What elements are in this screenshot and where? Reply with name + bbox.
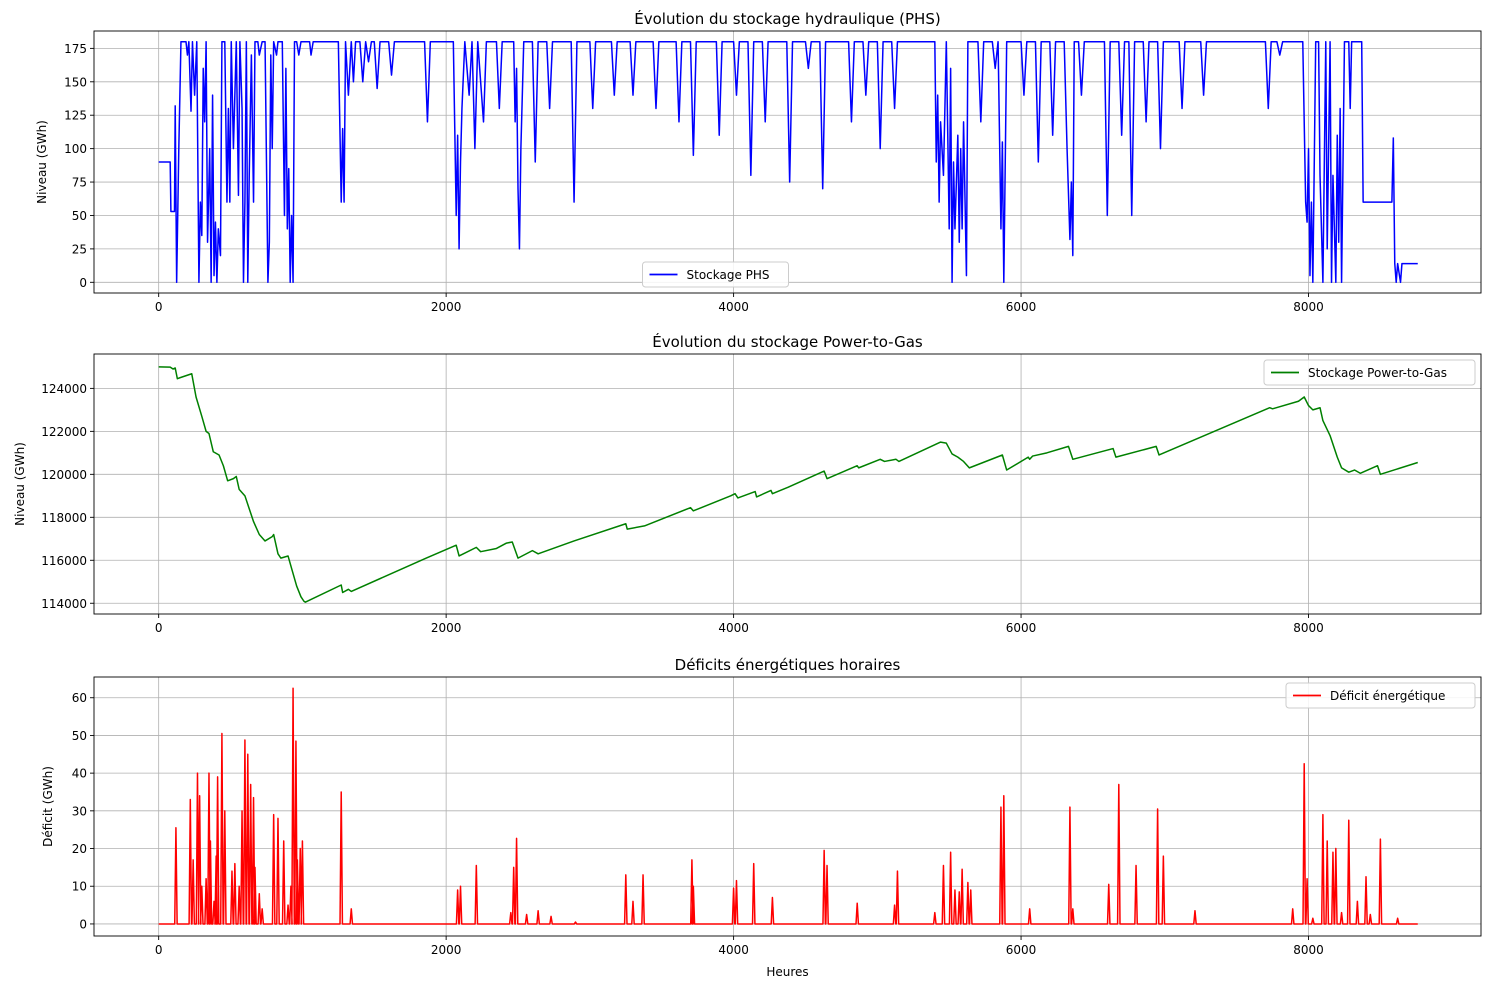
y-tick-label: 116000 — [41, 554, 87, 568]
legend: Déficit énergétique — [1285, 682, 1476, 709]
legend: Stockage PHS — [642, 261, 789, 288]
y-tick-label: 0 — [79, 276, 87, 290]
x-tick-label: 8000 — [1293, 300, 1324, 314]
x-tick-label: 8000 — [1293, 621, 1324, 635]
legend-box — [1263, 359, 1476, 386]
plot-frame — [93, 353, 1482, 615]
y-axis-label: Niveau (GWh) — [35, 120, 49, 204]
series-line — [158, 687, 1418, 925]
y-tick-label: 100 — [64, 142, 87, 156]
y-tick-label: 125 — [64, 109, 87, 123]
legend-label: Déficit énergétique — [1330, 689, 1445, 703]
x-tick-label: 6000 — [1006, 300, 1037, 314]
y-tick-label: 25 — [72, 242, 87, 256]
series-line — [158, 40, 1418, 284]
y-tick-label: 122000 — [41, 425, 87, 439]
y-tick-label: 50 — [72, 729, 87, 743]
legend-box — [642, 261, 789, 288]
chart-panel-0: Évolution du stockage hydraulique (PHS) 0… — [35, 9, 1482, 314]
y-tick-label: 60 — [72, 691, 87, 705]
x-tick-label: 4000 — [718, 621, 749, 635]
y-axis-label: Déficit (GWh) — [41, 766, 55, 847]
plot-frame — [93, 676, 1482, 937]
series-line — [158, 366, 1418, 603]
chart-title: Évolution du stockage hydraulique (PHS) — [634, 9, 940, 28]
y-tick-label: 118000 — [41, 511, 87, 525]
y-tick-label: 175 — [64, 42, 87, 56]
y-tick-label: 20 — [72, 842, 87, 856]
y-tick-label: 114000 — [41, 597, 87, 611]
x-tick-label: 0 — [155, 300, 163, 314]
x-tick-label: 6000 — [1006, 621, 1037, 635]
y-tick-label: 124000 — [41, 382, 87, 396]
chart-panel-2: Déficits énergétiques horaires 0 2000 4000 6… — [41, 656, 1482, 979]
legend: Stockage Power-to-Gas — [1263, 359, 1476, 386]
chart-title: Évolution du stockage Power-to-Gas — [652, 332, 923, 351]
x-tick-label: 4000 — [718, 943, 749, 957]
x-axis-label: Heures — [766, 965, 808, 979]
legend-box — [1285, 682, 1476, 709]
x-tick-label: 0 — [155, 621, 163, 635]
y-tick-label: 40 — [72, 767, 87, 781]
x-tick-label: 2000 — [431, 621, 462, 635]
x-tick-label: 2000 — [431, 943, 462, 957]
chart-title: Déficits énergétiques horaires — [675, 656, 901, 674]
legend-label: Stockage Power-to-Gas — [1308, 366, 1447, 380]
y-tick-label: 150 — [64, 75, 87, 89]
x-tick-label: 4000 — [718, 300, 749, 314]
x-tick-label: 0 — [155, 943, 163, 957]
y-tick-label: 0 — [79, 917, 87, 931]
x-tick-label: 8000 — [1293, 943, 1324, 957]
plot-frame — [93, 30, 1482, 294]
y-tick-label: 10 — [72, 880, 87, 894]
chart-panel-1: Évolution du stockage Power-to-Gas 0 2000 4… — [13, 332, 1482, 635]
y-tick-label: 50 — [72, 209, 87, 223]
x-tick-label: 2000 — [431, 300, 462, 314]
y-axis-label: Niveau (GWh) — [13, 442, 27, 526]
y-tick-label: 120000 — [41, 468, 87, 482]
y-tick-label: 75 — [72, 176, 87, 190]
legend-label: Stockage PHS — [687, 268, 770, 282]
x-tick-label: 6000 — [1006, 943, 1037, 957]
y-tick-label: 30 — [72, 804, 87, 818]
